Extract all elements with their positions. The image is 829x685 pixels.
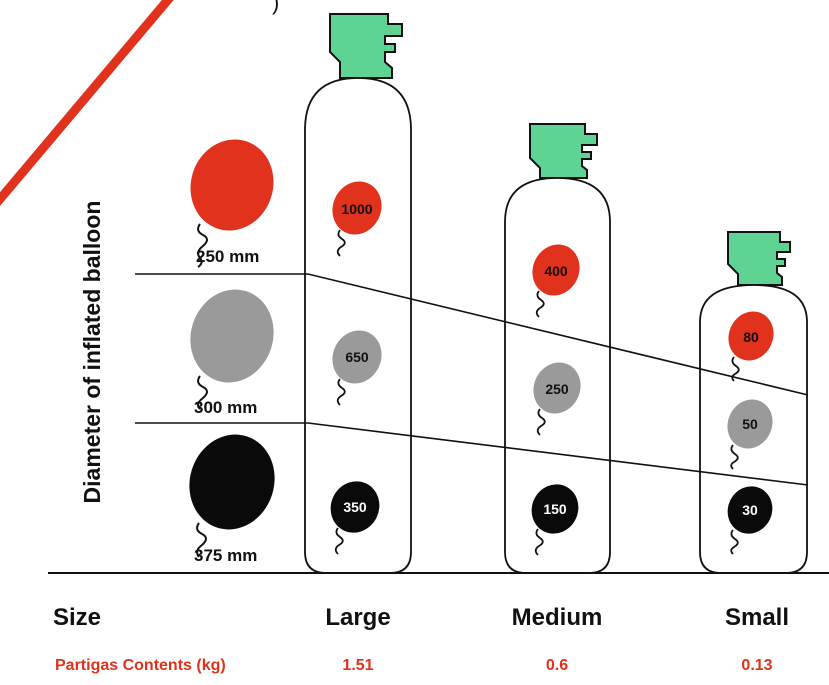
cylinder-large-cap (329, 13, 403, 79)
medium-count-grey: 250 (545, 381, 569, 397)
small-balloon-red-string (731, 356, 740, 382)
large-count-red: 1000 (341, 201, 372, 217)
large-count-grey: 650 (345, 349, 369, 365)
cylinder-small-cap (727, 231, 791, 286)
medium-balloon-black-body (531, 484, 579, 534)
small-balloon-black-body (727, 486, 773, 534)
legend-diameter-2: 300 mm (194, 398, 257, 417)
medium-balloon-grey (533, 362, 581, 436)
legend-balloon-grey-body (190, 289, 274, 383)
legend-balloon-grey (190, 289, 274, 410)
small-count-black: 30 (742, 502, 758, 518)
cylinder-medium-cap (529, 123, 598, 179)
medium-balloon-black-string (534, 528, 544, 556)
medium-balloon-red (532, 244, 580, 318)
small-balloon-grey-body (727, 399, 773, 449)
large-balloon-red (332, 181, 382, 257)
size-medium: Medium (512, 604, 603, 631)
size-large: Large (325, 604, 390, 631)
large-balloon-black-string (334, 527, 344, 555)
small-count-grey: 50 (742, 416, 758, 432)
medium-balloon-grey-body (533, 362, 581, 414)
medium-balloon-grey-string (536, 408, 546, 436)
medium-balloon-black (531, 484, 579, 556)
axis-label: Diameter of inflated balloon (79, 201, 105, 504)
small-balloon-black-string (730, 529, 739, 555)
small-count-red: 80 (743, 329, 759, 345)
large-balloon-grey-string (336, 378, 346, 406)
cylinder-large-body (304, 77, 412, 574)
row-divider-lower (135, 422, 809, 486)
medium-count-red: 400 (544, 263, 568, 279)
small-balloon-grey (727, 399, 773, 470)
legend-balloon-red-body (190, 139, 274, 231)
large-balloon-red-body (332, 181, 382, 235)
large-balloon-black-body (330, 481, 380, 533)
large-balloon-grey-body (332, 330, 382, 384)
contents-label: Partigas Contents (kg) (55, 657, 226, 674)
legend-diameter-3: 375 mm (194, 546, 257, 565)
small-balloon-red-body (728, 311, 774, 361)
corner-stripe (0, 0, 174, 207)
cylinder-large (304, 13, 412, 574)
contents-large: 1.51 (342, 657, 373, 674)
medium-balloon-red-body (532, 244, 580, 296)
small-balloon-grey-string (730, 444, 739, 470)
legend-balloon-black-string (196, 522, 207, 558)
medium-count-black: 150 (543, 501, 567, 517)
small-balloon-black (727, 486, 773, 555)
legend-balloon-black-body (189, 434, 275, 530)
legend-balloon-grey-string (197, 375, 208, 410)
row-divider-upper (135, 273, 809, 396)
small-balloon-red (728, 311, 774, 382)
large-balloon-grey (332, 330, 382, 406)
legend-balloon-red (190, 139, 274, 268)
top-cut-text: ) (272, 0, 279, 15)
large-count-black: 350 (343, 499, 367, 515)
legend-balloon-black (189, 434, 275, 558)
medium-balloon-red-string (535, 290, 545, 318)
size-label: Size (53, 604, 101, 631)
large-balloon-red-string (336, 229, 346, 257)
contents-medium: 0.6 (546, 657, 568, 674)
size-small: Small (725, 604, 789, 631)
large-balloon-black (330, 481, 380, 555)
legend-balloon-red-string (197, 223, 208, 268)
legend-diameter-1: 250 mm (196, 247, 259, 266)
contents-small: 0.13 (741, 657, 772, 674)
